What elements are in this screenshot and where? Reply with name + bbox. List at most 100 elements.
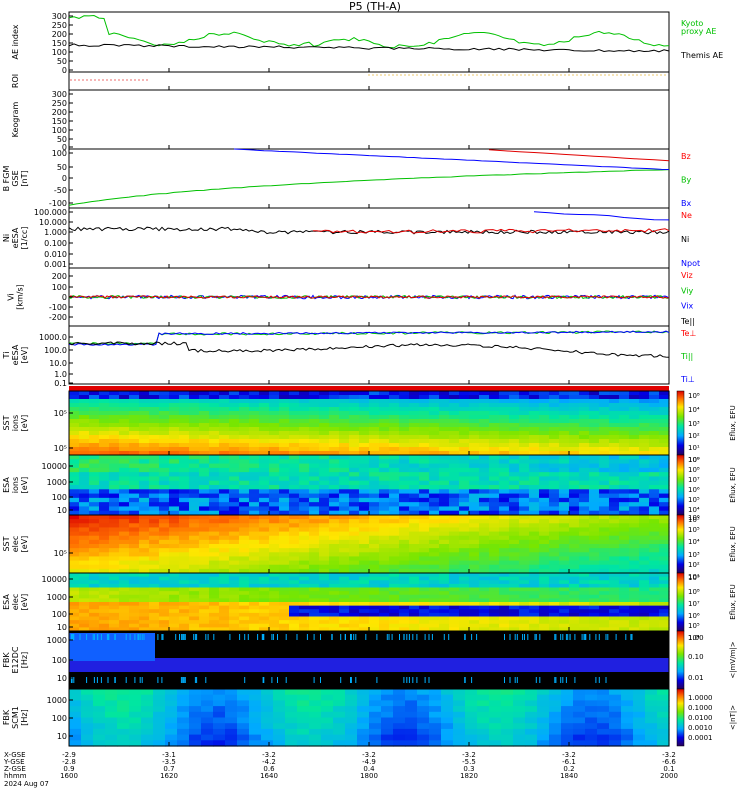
spectrogram-cell	[309, 620, 320, 625]
spectrogram-cell	[519, 627, 530, 632]
spectrogram-cell	[79, 506, 90, 512]
spectrogram-cell	[609, 399, 620, 404]
spectrogram-cell	[89, 531, 100, 537]
spectrogram-cell	[179, 415, 190, 420]
spectrogram-cell	[299, 407, 310, 412]
spectrogram-cell	[129, 609, 140, 614]
spectrogram-cell	[109, 612, 120, 618]
spectrogram-cell	[219, 439, 230, 444]
spectrogram-cell	[633, 689, 646, 696]
spectrogram-cell	[359, 564, 370, 570]
spectrogram-cell	[279, 391, 290, 396]
spectrogram-cell	[153, 689, 166, 696]
spectrogram-cell	[329, 531, 340, 537]
spectrogram-cell	[499, 564, 510, 570]
spectrogram-cell	[499, 459, 510, 465]
spectrogram-cell	[417, 728, 430, 736]
spectrogram-cell	[489, 527, 500, 533]
spectrogram-cell	[479, 568, 490, 574]
spectrogram-cell	[89, 627, 100, 632]
spectrogram-cell	[99, 544, 110, 549]
spectrogram-cell	[369, 427, 380, 432]
spectrogram-cell	[261, 700, 274, 707]
spectrogram-cell	[309, 605, 320, 610]
spectrogram-spike	[412, 634, 414, 640]
spectrogram-cell	[209, 497, 220, 503]
spectrogram-cell	[229, 612, 240, 618]
spectrogram-cell	[649, 423, 660, 428]
colorbar-tick-label: 0.0010	[688, 724, 713, 732]
spectrogram-cell	[349, 447, 360, 452]
spectrogram-cell	[379, 527, 390, 533]
spectrogram-cell	[249, 609, 260, 614]
ylabel: FBK	[2, 709, 11, 725]
spectrogram-cell	[249, 694, 262, 701]
spectrogram-cell	[539, 435, 550, 440]
spectrogram-cell	[419, 467, 430, 473]
spectrogram-cell	[659, 627, 670, 632]
spectrogram-cell	[219, 403, 230, 408]
spectrogram-cell	[199, 485, 210, 490]
y-tick-label: 10	[57, 623, 67, 632]
spectrogram-cell	[579, 539, 590, 545]
spectrogram-cell	[579, 431, 590, 436]
spectrogram-cell	[549, 435, 560, 440]
spectrogram-cell	[285, 711, 298, 719]
spectrogram-cell	[419, 489, 430, 495]
spectrogram-cell	[79, 527, 90, 533]
spectrogram-cell	[109, 583, 120, 589]
spectrogram-cell	[279, 620, 290, 625]
colorbar-label: Eflux, EFU	[729, 584, 737, 619]
spectrogram-cell	[659, 515, 670, 520]
spectrogram-cell	[69, 706, 82, 713]
spectrogram-cell	[349, 459, 360, 465]
spectrogram-cell	[129, 598, 140, 603]
spectrogram-cell	[269, 602, 280, 607]
spectrogram-cell	[659, 480, 670, 486]
spectrogram-cell	[79, 560, 90, 566]
spectrogram-spike	[179, 634, 180, 640]
spectrogram-cell	[309, 489, 320, 495]
spectrogram-cell	[489, 419, 500, 424]
spectrogram-cell	[549, 497, 560, 503]
spectrogram-cell	[269, 620, 280, 625]
spectrogram-cell	[159, 564, 170, 570]
spectrogram-cell	[239, 523, 250, 529]
spectrogram-cell	[609, 419, 620, 424]
spectrogram-cell	[499, 583, 510, 589]
spectrogram-cell	[569, 489, 580, 495]
spectrogram-cell	[459, 493, 470, 499]
spectrogram-cell	[159, 591, 170, 596]
spectrogram-cell	[159, 612, 170, 618]
spectrogram-cell	[539, 447, 550, 452]
spectrogram-cell	[369, 480, 380, 486]
spectrogram-cell	[259, 544, 270, 549]
spectrogram-cell	[309, 556, 320, 562]
spectrogram-cell	[99, 423, 110, 428]
spectrogram-cell	[539, 455, 550, 460]
spectrogram-cell	[379, 523, 390, 529]
spectrogram-cell	[619, 594, 630, 599]
spectrogram-cell	[589, 467, 600, 473]
spectrogram-cell	[409, 472, 420, 478]
spectrogram-cell	[489, 391, 500, 396]
spectrogram-cell	[645, 734, 658, 741]
spectrogram-cell	[299, 506, 310, 512]
spectrogram-cell	[359, 399, 370, 404]
spectrogram-cell	[389, 427, 400, 432]
spectrogram-spike	[161, 634, 163, 640]
spectrogram-cell	[169, 627, 180, 632]
spectrogram-cell	[479, 419, 490, 424]
spectrogram-cell	[239, 451, 250, 456]
spectrogram-cell	[299, 602, 310, 607]
spectrogram-spike	[355, 677, 357, 683]
spectrogram-cell	[239, 548, 250, 553]
spectrogram-cell	[219, 573, 230, 578]
spectrogram-cell	[629, 623, 640, 628]
spectrogram-cell	[237, 711, 250, 719]
spectrogram-cell	[299, 560, 310, 566]
spectrogram-cell	[599, 455, 610, 460]
spectrogram-cell	[99, 583, 110, 589]
colorbar-tick-label: 10⁴	[688, 538, 700, 546]
colorbar	[676, 514, 685, 574]
